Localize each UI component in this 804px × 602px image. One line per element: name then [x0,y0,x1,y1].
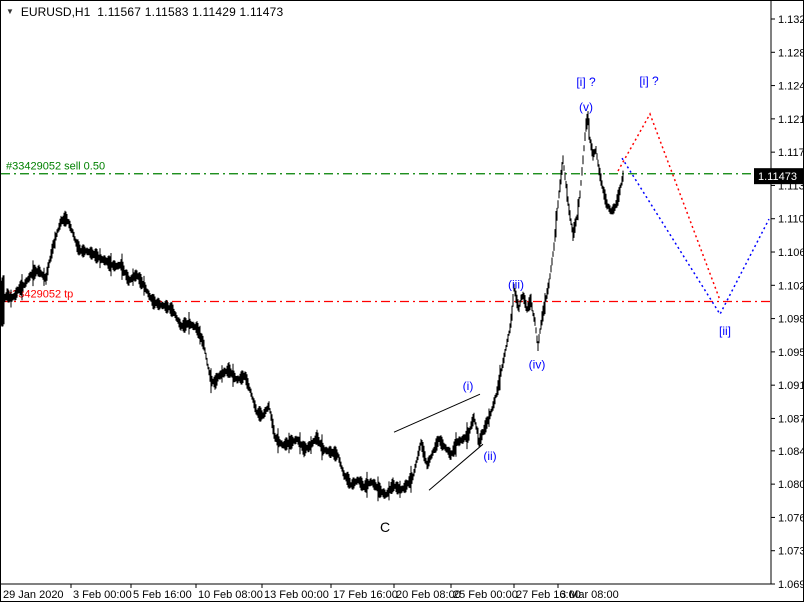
ohlc-bars[interactable] [1,111,624,502]
price-axis-label: 1.08050 [778,479,804,491]
price-axis-label: 1.09520 [778,347,804,359]
time-axis-label: 27 Feb 16:00 [516,589,581,601]
time-axis-label: 20 Feb 08:00 [396,589,461,601]
chart-header: ▼ EURUSD,H1 1.11567 1.11583 1.11429 1.11… [6,5,283,19]
price-axis-label: 1.08780 [778,413,804,425]
price-axis-label: 1.09150 [778,380,804,392]
wave-label[interactable]: (v) [579,100,593,114]
wave-label[interactable]: [i] ? [576,75,596,89]
time-axis[interactable]: 29 Jan 2020 3 Feb 00:00 5 Feb 16:00 10 Feb … [3,584,619,601]
price-axis[interactable]: 1.132201.128501.124801.121101.117401.113… [771,14,804,591]
price-axis-label: 1.13220 [778,14,804,26]
wave-label[interactable]: (ii) [483,449,496,463]
sell-order-label: #33429052 sell 0.50 [6,161,105,173]
price-axis-label: 1.12110 [778,114,804,126]
order-lines[interactable]: #33429052 sell 0.50#33429052 tp [1,161,771,303]
price-axis-label: 1.11740 [778,147,804,159]
ohlc-values: 1.11567 1.11583 1.11429 1.11473 [97,5,284,19]
wave-label[interactable]: C [380,519,390,535]
time-axis-label: 5 Feb 16:00 [133,589,192,601]
trend-line[interactable] [393,393,481,433]
projection-blue[interactable] [621,157,770,316]
price-axis-label: 1.10260 [778,280,804,292]
symbol-dropdown-icon[interactable]: ▼ [6,7,14,16]
price-axis-label: 1.09890 [778,314,804,326]
time-axis-label: 25 Feb 00:00 [453,589,518,601]
time-axis-label: 17 Feb 16:00 [333,589,398,601]
current-price-tag-bg [754,168,803,185]
trend-line[interactable] [428,443,484,491]
wave-label[interactable]: (iii) [508,277,524,291]
symbol-title: EURUSD,H1 [20,5,91,19]
projection-red[interactable] [617,112,721,301]
price-axis-label: 1.07310 [778,546,804,558]
wave-label[interactable]: (iv) [529,357,546,371]
price-axis-label: 1.12850 [778,47,804,59]
current-price-tag: 1.11473 [754,168,803,185]
wave-labels: (i) (ii) (iii) (iv) (v) [i] ? [i] ? [ii] C [380,74,731,535]
current-price-value: 1.11473 [758,171,797,183]
time-axis-label: 29 Jan 2020 [3,589,64,601]
price-axis-label: 1.07680 [778,512,804,524]
price-axis-label: 1.06940 [778,579,804,591]
price-axis-label: 1.08420 [778,446,804,458]
price-axis-label: 1.12480 [778,81,804,93]
time-axis-label: 13 Feb 00:00 [264,589,329,601]
price-axis-label: 1.10630 [778,247,804,259]
time-axis-label: 10 Feb 08:00 [198,589,263,601]
wave-label[interactable]: [ii] [719,324,731,338]
time-axis-label: 3 Mar 08:00 [560,589,619,601]
price-axis-label: 1.11000 [778,214,804,226]
wave-label[interactable]: (i) [463,379,474,393]
time-axis-label: 3 Feb 00:00 [73,589,132,601]
wave-label[interactable]: [i] ? [639,74,659,88]
